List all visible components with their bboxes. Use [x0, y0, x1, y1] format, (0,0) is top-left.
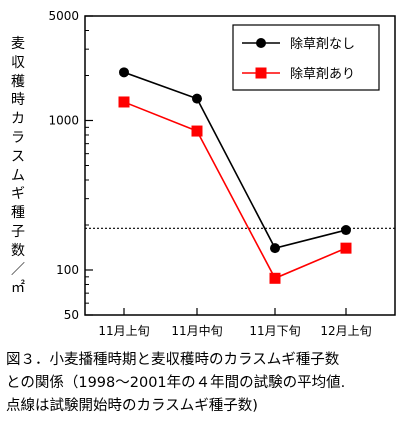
series-layer — [118, 67, 352, 284]
y-tick-label: 100 — [56, 263, 79, 277]
y-axis-label: 麦収穫時カラスムギ種子数／㎡ — [11, 36, 25, 297]
data-point — [192, 93, 202, 104]
legend-label: 除草剤なし — [290, 36, 355, 52]
y-tick-label: 5000 — [48, 9, 79, 23]
x-tick-label: 11月中旬 — [171, 323, 222, 338]
y-tick-label: 1000 — [48, 113, 79, 127]
x-tick-label: 11月上旬 — [98, 324, 149, 338]
chart-svg: 5000 1000 100 50 11月上旬 11月中旬 11月下旬 12月上旬 除草剤なし… — [48, 9, 396, 338]
data-point — [269, 272, 281, 284]
legend-marker — [255, 67, 267, 79]
caption-line-3: 点線は試験開始時のカラスムギ種子数) — [6, 398, 258, 414]
data-point — [118, 96, 130, 108]
x-axis: 11月上旬 11月中旬 11月下旬 12月上旬 — [98, 308, 372, 338]
caption-line-2: との関係（1998～2001年の４年間の試験の平均値. — [6, 375, 346, 391]
caption-line-1: 図３．小麦播種時期と麦収穫時のカラスムギ種子数 — [6, 352, 340, 368]
legend-label: 除草剤あり — [290, 66, 355, 82]
series-line-2 — [123, 101, 347, 280]
data-point — [191, 125, 203, 137]
legend-box — [232, 24, 380, 91]
data-point — [270, 243, 280, 254]
y-tick-label: 50 — [64, 308, 79, 322]
data-point — [341, 225, 351, 236]
x-tick-label: 11月下旬 — [249, 324, 300, 338]
series-line-1 — [123, 71, 347, 250]
x-tick-label: 12月上旬 — [320, 324, 371, 338]
legend-marker — [256, 38, 266, 48]
y-axis: 5000 1000 100 50 — [48, 9, 93, 322]
data-point — [340, 242, 352, 254]
figure-caption: 図３．小麦播種時期と麦収穫時のカラスムギ種子数 との関係（1998～2001年の… — [6, 349, 401, 418]
data-point — [119, 67, 129, 78]
